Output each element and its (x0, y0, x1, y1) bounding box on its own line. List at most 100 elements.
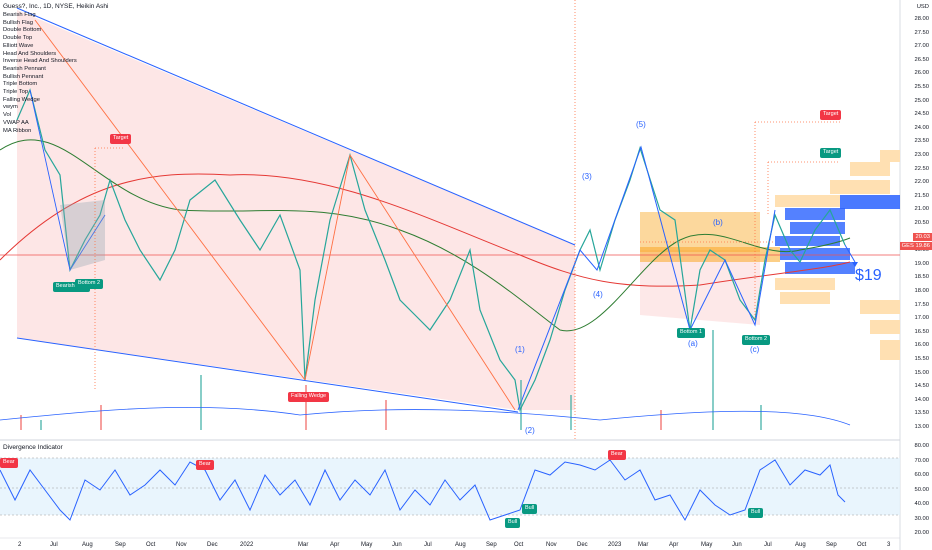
last-price-tag: 20.03 (913, 233, 932, 241)
oscillator-axis-tick: 80.00 (914, 443, 929, 449)
time-axis-tick: Nov (176, 542, 187, 548)
indicator-item[interactable]: Elliott Wave (3, 42, 34, 49)
price-axis-tick: 13.00 (914, 424, 929, 430)
price-axis-tick: 26.00 (914, 70, 929, 77)
bear-flag-zone (60, 200, 105, 270)
time-axis-tick: 2 (18, 542, 22, 548)
target-badge: Target (820, 148, 842, 158)
price-axis-tick: 19.00 (914, 260, 929, 267)
indicator-item[interactable]: Triple Top (3, 89, 29, 96)
indicator-item[interactable]: Double Top (3, 35, 33, 42)
indicator-item[interactable]: VWAP AA (3, 119, 29, 126)
time-axis-tick: Sep (486, 542, 497, 548)
indicator-item[interactable]: Head And Shoulders (3, 50, 57, 57)
price-axis-tick: 14.00 (914, 396, 929, 403)
time-axis-tick: Jul (764, 542, 772, 548)
zone-orange-1 (640, 212, 760, 252)
indicator-item[interactable]: Vol (3, 112, 12, 119)
bull-badge: Bull (748, 508, 764, 518)
price-axis-tick: 28.00 (914, 16, 929, 22)
wave-label-2: (2) (525, 426, 535, 435)
bottom2-left-badge: Bottom 2 (75, 279, 104, 289)
time-axis-tick: Oct (857, 542, 867, 548)
falling-wedge-badge: Falling Wedge (288, 392, 330, 402)
price-axis-tick: 27.50 (914, 29, 929, 36)
time-axis-tick: Dec (207, 542, 218, 548)
falling-wedge-zone (17, 10, 575, 410)
indicator-item[interactable]: Triple Bottom (3, 81, 38, 88)
time-axis-tick: Sep (115, 542, 126, 548)
bear-badge: Bear (196, 460, 214, 470)
time-axis-tick: May (361, 542, 373, 548)
price-axis-tick: 26.50 (914, 56, 929, 63)
price-axis-tick: 18.50 (914, 274, 929, 281)
time-axis-tick: 3 (887, 542, 891, 548)
currency-label: USD (916, 4, 929, 10)
ticker-price-tag: GES 19.86 (899, 242, 932, 250)
ma-green (0, 139, 851, 332)
bull-badge: Bull (522, 504, 538, 514)
time-axis-tick: Mar (298, 542, 309, 548)
time-axis-tick: Oct (514, 542, 524, 548)
price-axis-tick: 20.50 (914, 220, 929, 226)
bear-badge: Bear (0, 458, 18, 468)
bear-badge: Bear (608, 450, 626, 460)
volume-ma (0, 406, 851, 426)
price-axis-tick: 16.00 (914, 342, 929, 349)
oscillator-axis-tick: 30.00 (914, 515, 929, 522)
indicator-item[interactable]: Falling Wedge (3, 96, 40, 103)
price-axis-tick: 16.50 (914, 328, 929, 335)
price-axis-tick: 22.00 (914, 179, 929, 186)
orange-line-1 (34, 19, 306, 381)
price-axis-tick: 25.50 (914, 84, 929, 90)
indicator-item[interactable]: MA Ribbon (3, 127, 32, 134)
indicator-item[interactable]: Inverse Head And Shoulders (3, 58, 77, 65)
oscillator-axis-tick: 40.00 (914, 501, 929, 507)
oscillator-axis-tick: 70.00 (914, 457, 929, 464)
oscillator-axis-tick: 20.00 (914, 530, 929, 536)
wedge-lower-line (16, 337, 519, 413)
target-badge: Target (820, 110, 842, 120)
wave-label-5: (5) (636, 120, 646, 129)
indicator-item[interactable]: Double Bottom (3, 27, 42, 34)
time-axis-tick: Mar (638, 542, 649, 548)
price-axis-tick: 23.00 (914, 152, 929, 158)
oscillator-line (0, 459, 846, 522)
price-axis-tick: 21.00 (914, 206, 929, 213)
bottom2-badge: Bottom 2 (742, 335, 771, 345)
time-axis-tick: Aug (455, 542, 466, 548)
time-axis-tick: 2022 (240, 542, 254, 548)
wave-label-1: (1) (515, 345, 525, 354)
price-axis-tick: 13.50 (914, 410, 929, 417)
price-axis-tick: 14.50 (914, 383, 929, 390)
price-axis-tick: 21.50 (914, 192, 929, 199)
chart-title: Guess?, Inc., 1D, NYSE, Heikin Ashi (3, 3, 109, 10)
volume-bars (20, 330, 762, 430)
elliott-wave-lines (517, 145, 776, 411)
indicator-item[interactable]: Bearish Pennant (3, 65, 46, 72)
price-axis-tick: 25.00 (914, 97, 929, 104)
wedge-upper-line (16, 7, 576, 246)
indicator-item[interactable]: vwym (3, 104, 18, 111)
price-axis-tick: 17.00 (914, 315, 929, 322)
price-axis-tick: 23.50 (914, 138, 929, 145)
wave-label-c: (c) (750, 345, 760, 354)
indicator-list: Bearish Flag Bullish Flag Double Bottom … (3, 12, 77, 135)
indicator-item[interactable]: Bullish Flag (3, 19, 33, 26)
wave-label-a: (a) (688, 339, 698, 348)
price-series (16, 88, 846, 412)
oscillator-axis-tick: 60.00 (914, 472, 929, 478)
time-axis-tick: May (701, 542, 713, 548)
bull-badge: Bull (505, 518, 521, 528)
time-axis-tick: Aug (795, 542, 806, 548)
price-axis-tick: 18.00 (914, 288, 929, 294)
bear-flag-lines (29, 89, 106, 272)
oscillator-title: Divergence Indicator (3, 444, 63, 451)
time-axis-tick: Oct (146, 542, 156, 548)
indicator-item[interactable]: Bearish Flag (3, 12, 36, 18)
bottom1-badge: Bottom 1 (677, 328, 706, 338)
time-axis-tick: Jun (392, 542, 402, 548)
price-axis-tick: 15.50 (914, 356, 929, 362)
indicator-item[interactable]: Bullish Pennant (3, 73, 44, 80)
